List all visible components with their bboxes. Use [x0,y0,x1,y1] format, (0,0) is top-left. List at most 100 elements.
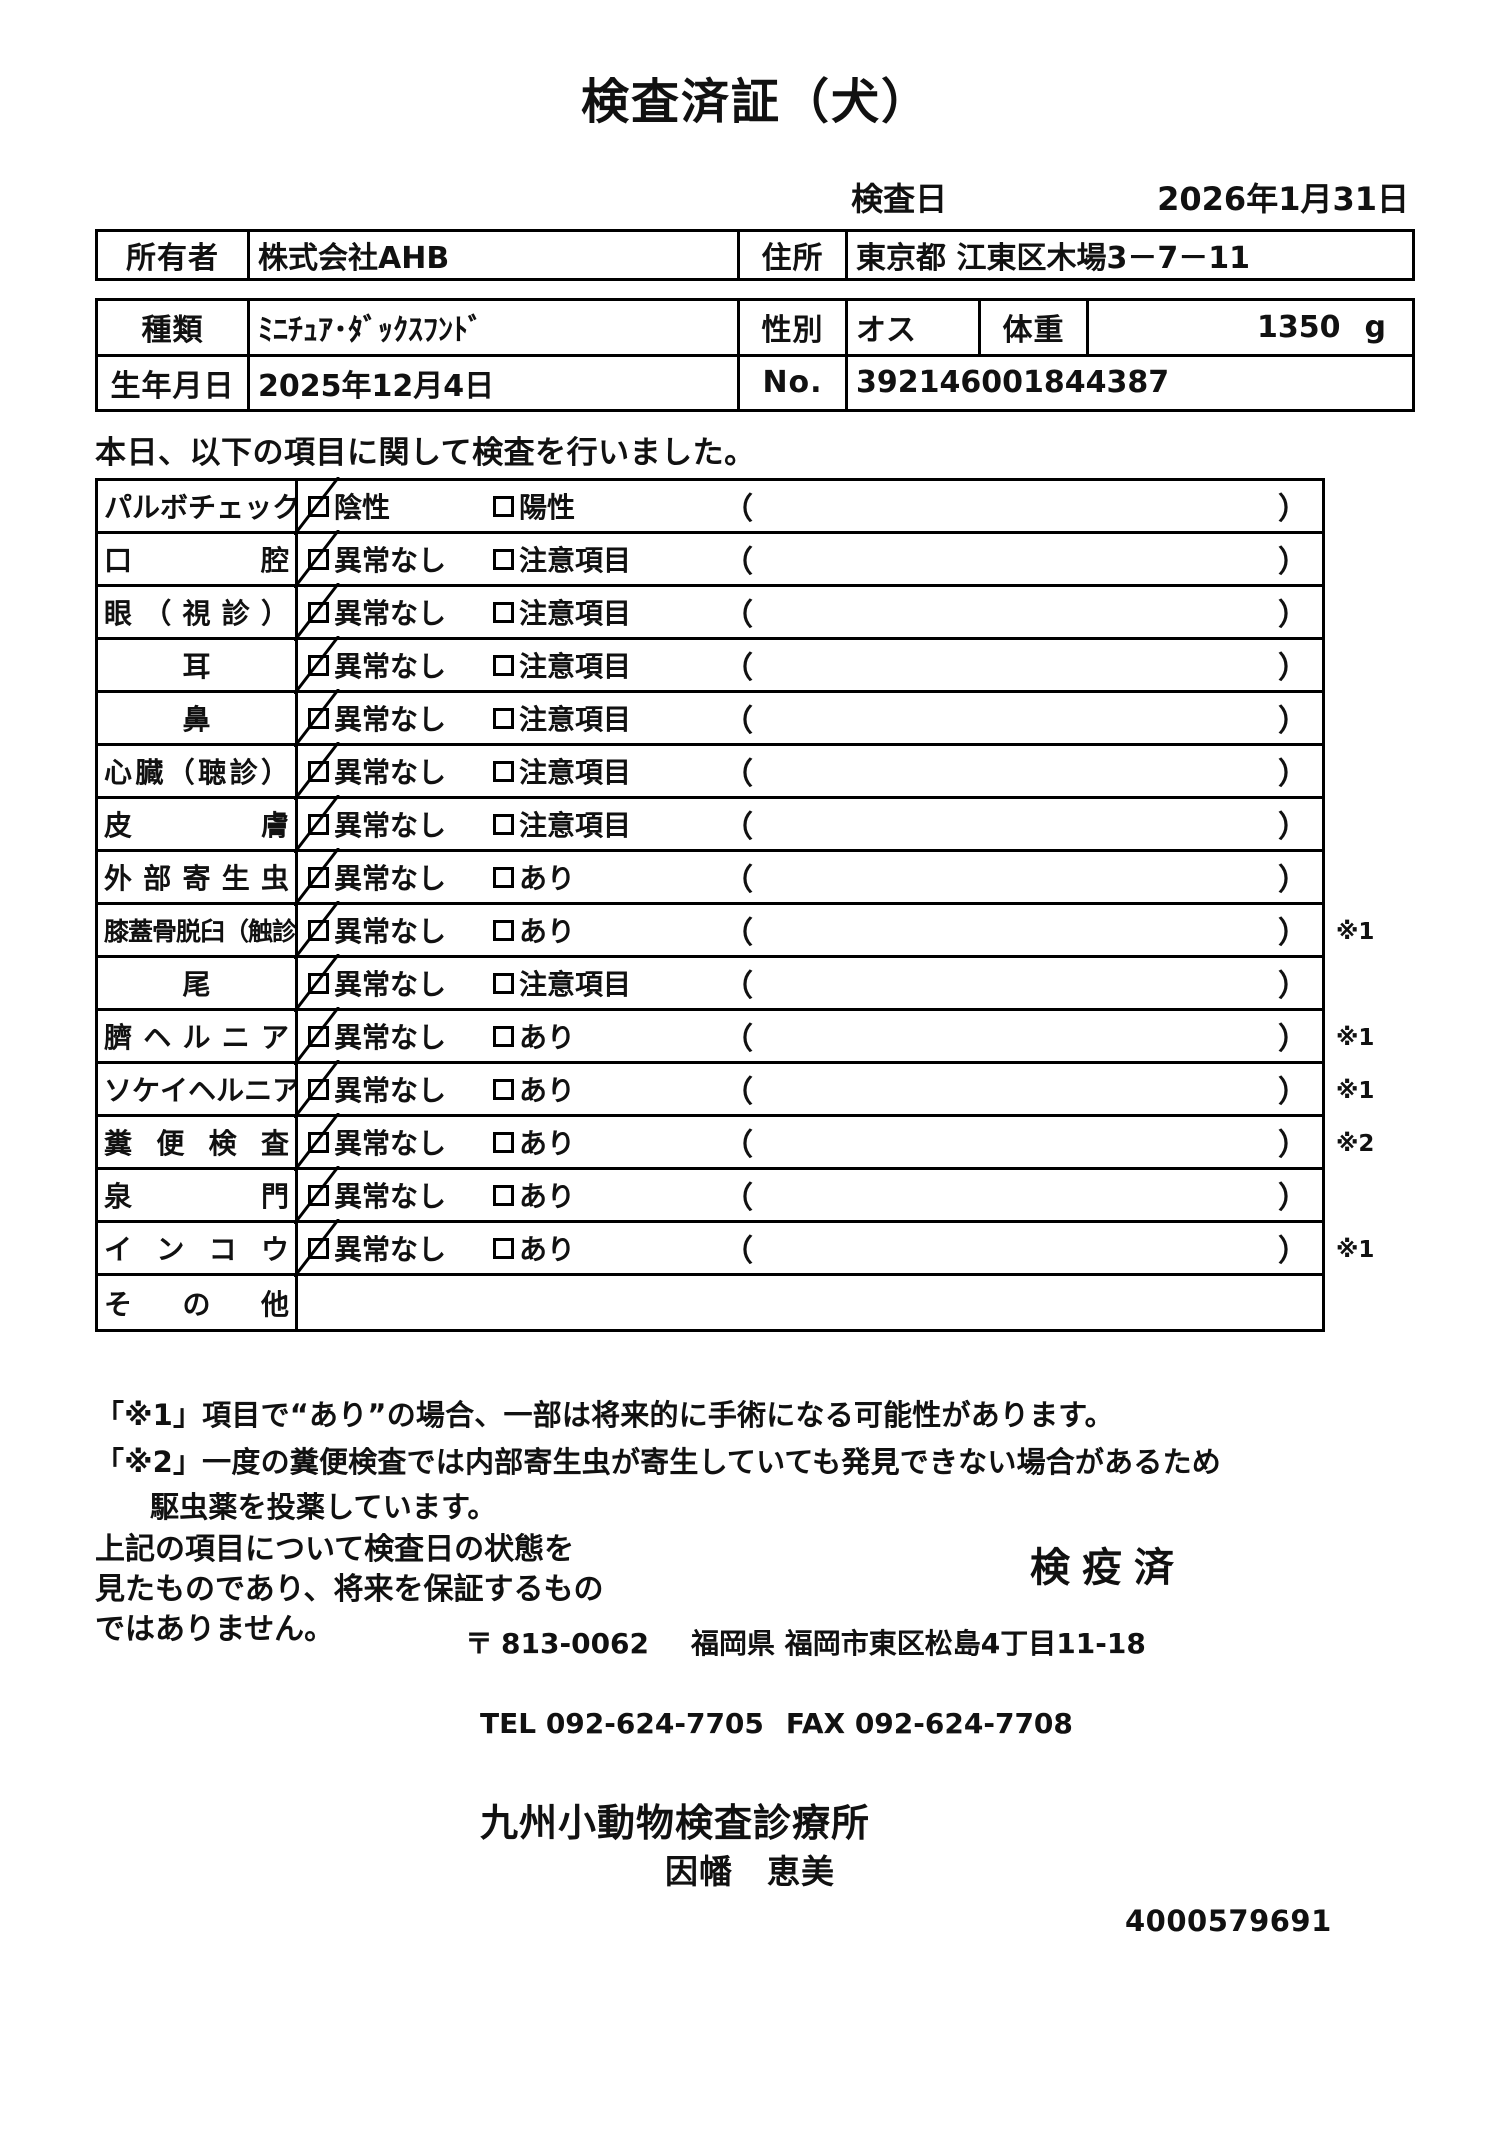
checkbox-icon[interactable] [308,919,329,941]
checkbox-option-abnormal[interactable]: 注意項目 [493,539,723,579]
label-char: チ [188,491,217,524]
checkbox-icon[interactable] [493,760,514,782]
note-paren-close: ） [1278,492,1308,527]
checkbox-icon[interactable] [308,495,329,517]
checkbox-option-label: あり [519,1127,576,1160]
page-title: 検査済証（犬） [580,74,931,130]
checkbox-icon[interactable] [493,601,514,623]
checkbox-icon[interactable] [493,548,514,570]
checkbox-option-normal[interactable]: 陰性 [308,486,493,526]
checkbox-option-abnormal[interactable]: あり [493,1069,723,1109]
checkbox-option-normal[interactable]: 異常なし [308,698,493,738]
note-paren-open: （ [723,1181,753,1216]
checklist-row: 外部寄生虫 異常なし あり （ ） [98,848,1322,906]
footnote-1: 「※1」項目で“あり”の場合、一部は将来的に手術になる可能性があります。 [95,1398,1114,1432]
checklist-footnote-marker: ※2 [1336,1130,1375,1157]
checkbox-icon[interactable] [493,866,514,888]
checkbox-option-abnormal[interactable]: 注意項目 [493,963,723,1003]
checkbox-icon[interactable] [493,707,514,729]
checklist-item-label: その他 [98,1276,298,1329]
checkbox-icon[interactable] [308,548,329,570]
document-serial-number: 4000579691 [1125,1904,1332,1938]
checkbox-option-normal[interactable]: 異常なし [308,1175,493,1215]
checkbox-option-normal[interactable]: 異常なし [308,645,493,685]
checkbox-icon[interactable] [308,1025,329,1047]
note-paren-open: （ [723,916,753,951]
checkbox-option-abnormal[interactable]: 陽性 [493,486,723,526]
label-char: 門 [260,1180,289,1213]
label-char: 臍 [104,1021,133,1054]
sex-value: オス [848,301,981,354]
note-paren-open: （ [723,545,753,580]
checkbox-icon[interactable] [308,866,329,888]
checkbox-option-abnormal[interactable]: 注意項目 [493,645,723,685]
checkbox-icon[interactable] [308,972,329,994]
checkbox-option-abnormal[interactable]: あり [493,857,723,897]
checkbox-option-normal[interactable]: 異常なし [308,1228,493,1268]
weight-label: 体重 [981,301,1089,354]
checkbox-icon[interactable] [493,495,514,517]
checkbox-option-label: 注意項目 [519,544,632,577]
checkbox-icon[interactable] [493,813,514,835]
label-char: 視 [182,597,211,630]
label-char: 査 [260,1127,289,1160]
checkbox-option-abnormal[interactable]: あり [493,1175,723,1215]
checklist-row: 鼻 異常なし 注意項目 （ ） [98,689,1322,747]
quarantine-stamp: 検疫済 [1030,1545,1186,1591]
checklist-row: ソケイヘルニア 異常なし あり （ ） ※1 [98,1060,1374,1118]
label-char: （ [166,756,195,789]
checkbox-icon[interactable] [493,1237,514,1259]
checkbox-option-abnormal[interactable]: あり [493,1016,723,1056]
checkbox-option-normal[interactable]: 異常なし [308,1122,493,1162]
checkbox-icon[interactable] [493,1184,514,1206]
checkbox-icon[interactable] [308,1131,329,1153]
tel-value: 092-624-7705 [545,1707,764,1740]
checkbox-icon[interactable] [308,654,329,676]
checkbox-option-normal[interactable]: 異常なし [308,910,493,950]
checkbox-option-abnormal[interactable]: あり [493,1228,723,1268]
checkbox-option-abnormal[interactable]: 注意項目 [493,804,723,844]
checklist-footnote-marker: ※1 [1336,918,1375,945]
checkbox-option-normal[interactable]: 異常なし [308,1016,493,1056]
checkbox-icon[interactable] [308,760,329,782]
checklist-options: 異常なし 注意項目 （ ） [298,958,1322,1008]
checkbox-option-abnormal[interactable]: 注意項目 [493,698,723,738]
disclaimer-line-1: 上記の項目について検査日の状態を [95,1532,575,1567]
checkbox-option-normal[interactable]: 異常なし [308,804,493,844]
checklist-options: 異常なし あり （ ） [298,1117,1322,1167]
checkbox-option-abnormal[interactable]: 注意項目 [493,751,723,791]
checkbox-option-normal[interactable]: 異常なし [308,857,493,897]
checkbox-icon[interactable] [308,1237,329,1259]
checklist-options: 異常なし あり （ ） [298,905,1322,955]
owner-value: 株式会社AHB [250,232,740,278]
checkbox-option-abnormal[interactable]: あり [493,910,723,950]
checkbox-option-normal[interactable]: 異常なし [308,592,493,632]
checkbox-icon[interactable] [308,601,329,623]
breed-label: 種類 [98,301,250,354]
checklist-row: 皮膚異常なし 注意項目（） [98,795,1322,853]
checkbox-icon[interactable] [493,1078,514,1100]
checkbox-option-abnormal[interactable]: 注意項目 [493,592,723,632]
checkbox-option-normal[interactable]: 異常なし [308,1069,493,1109]
label-char: 腔 [260,544,289,577]
checkbox-icon[interactable] [493,654,514,676]
note-paren-close: ） [1278,969,1308,1004]
checkbox-option-normal[interactable]: 異常なし [308,963,493,1003]
checkbox-icon[interactable] [493,1025,514,1047]
checkbox-icon[interactable] [308,813,329,835]
checkbox-icon[interactable] [308,1184,329,1206]
checklist-footnote-marker: ※1 [1336,1077,1375,1104]
checkbox-icon[interactable] [308,1078,329,1100]
checkbox-option-normal[interactable]: 異常なし [308,539,493,579]
checkbox-icon[interactable] [493,919,514,941]
checkbox-option-label: 注意項目 [519,597,632,630]
checkbox-option-abnormal[interactable]: あり [493,1122,723,1162]
checkbox-option-normal[interactable]: 異常なし [308,751,493,791]
footnote-2-line-2: 駆虫薬を投薬しています。 [150,1490,497,1524]
checkbox-icon[interactable] [493,1131,514,1153]
note-paren-open: （ [723,651,753,686]
checkbox-icon[interactable] [493,972,514,994]
checkbox-option-label: 異常なし [334,968,447,1001]
checkbox-icon[interactable] [308,707,329,729]
label-char: ） [260,597,289,630]
